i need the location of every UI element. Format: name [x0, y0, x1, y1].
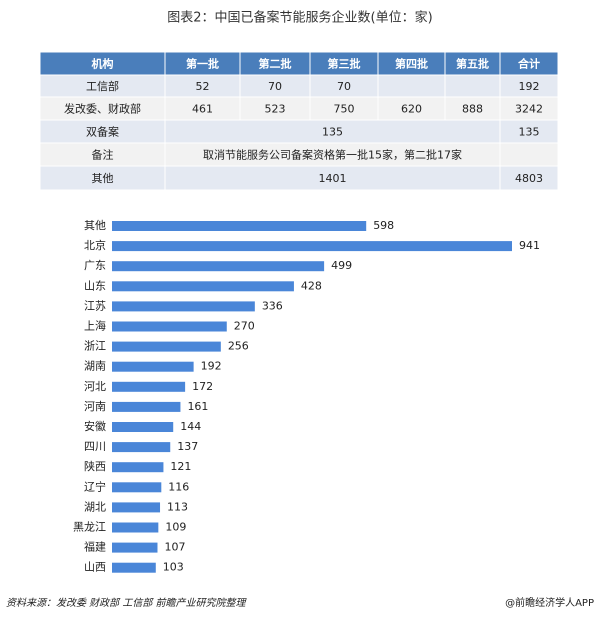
- cell-text: 888: [462, 103, 483, 116]
- cell-text: 192: [519, 80, 540, 93]
- cell-text: 523: [265, 103, 286, 116]
- bar: [112, 522, 159, 533]
- bar: [112, 281, 294, 292]
- bar: [112, 542, 158, 553]
- value-label: 137: [177, 440, 198, 453]
- value-label: 107: [164, 541, 185, 554]
- value-label: 941: [519, 239, 540, 252]
- cell-text: 620: [401, 103, 422, 116]
- cell-text: 750: [334, 103, 355, 116]
- cell-text: 第一批: [186, 57, 219, 71]
- category-label: 四川: [84, 440, 106, 453]
- cell-text: 70: [268, 80, 282, 93]
- value-label: 109: [165, 521, 186, 534]
- value-label: 113: [167, 500, 188, 513]
- bar: [112, 422, 174, 432]
- value-label: 598: [373, 219, 394, 232]
- cell-text: 52: [196, 80, 210, 93]
- value-label: 121: [170, 460, 191, 473]
- category-label: 湖北: [84, 500, 106, 513]
- bar: [112, 502, 161, 513]
- bar: [112, 442, 171, 453]
- value-label: 172: [192, 380, 213, 393]
- cell-text: 双备案: [86, 125, 119, 139]
- category-label: 山东: [84, 279, 106, 292]
- table-cell: [164, 165, 501, 191]
- bar: [112, 401, 181, 412]
- cell-text: 461: [192, 103, 213, 116]
- cell-text: 第二批: [259, 57, 292, 71]
- cell-text: 135: [519, 126, 540, 139]
- category-label: 河南: [84, 400, 106, 413]
- table-cell: [377, 74, 446, 98]
- cell-text: 机构: [92, 57, 114, 71]
- value-label: 116: [168, 480, 189, 493]
- category-label: 浙江: [84, 340, 106, 353]
- cell-text: 第三批: [328, 57, 361, 71]
- category-label: 陕西: [84, 459, 106, 473]
- cell-text: 3242: [515, 103, 543, 116]
- cell-text: 4803: [515, 172, 543, 185]
- bar: [112, 221, 367, 231]
- value-label: 103: [163, 561, 184, 574]
- bar: [112, 562, 156, 573]
- cell-text: 其他: [92, 172, 114, 185]
- category-label: 江苏: [84, 299, 106, 312]
- cell-text: 70: [337, 80, 351, 93]
- value-label: 499: [331, 259, 352, 272]
- bar: [112, 462, 164, 473]
- page-title: 图表2：中国已备案节能服务企业数(单位：家): [167, 10, 432, 26]
- source: 资料来源：发改委 财政部 工信部 前瞻产业研究院整理: [6, 597, 248, 609]
- value-label: 336: [262, 299, 283, 312]
- bar: [112, 321, 227, 332]
- bar: [112, 261, 325, 272]
- value-label: 270: [234, 320, 255, 333]
- value-label: 144: [180, 420, 201, 433]
- chart: 其他 598 北京 941 广东 499 山东 428 江苏 336 上海 270 浙江 256 湖南 192…: [73, 219, 540, 574]
- cell-text: 备注: [92, 148, 114, 162]
- category-label: 北京: [84, 238, 106, 252]
- cell-text: 合计: [518, 57, 540, 71]
- bar: [112, 361, 194, 372]
- category-label: 黑龙江: [73, 521, 106, 534]
- category-label: 山西: [84, 561, 106, 574]
- category-label: 河北: [84, 380, 106, 393]
- table-cell: [39, 165, 166, 191]
- category-label: 福建: [84, 540, 106, 554]
- table-cell: [499, 142, 559, 167]
- table-cell: [444, 74, 501, 98]
- table-cell: [499, 165, 559, 191]
- bar: [112, 241, 512, 252]
- category-label: 其他: [84, 219, 106, 232]
- value-label: 428: [301, 279, 322, 292]
- value-label: 161: [187, 400, 208, 413]
- value-label: 256: [228, 340, 249, 353]
- bar: [112, 301, 255, 312]
- cell-text: 135: [322, 126, 343, 139]
- cell-text: 1401: [319, 172, 347, 185]
- value-label: 192: [201, 360, 222, 373]
- cell-text: 第四批: [395, 57, 428, 71]
- category-label: 上海: [84, 319, 106, 333]
- bar: [112, 482, 162, 493]
- bar: [112, 381, 186, 392]
- cell-text: 工信部: [86, 79, 119, 93]
- cell-text: 第五批: [456, 57, 489, 71]
- category-label: 广东: [84, 259, 106, 272]
- cell-text: 取消节能服务公司备案资格第一批15家，第二批17家: [203, 148, 462, 162]
- category-label: 湖南: [84, 360, 106, 373]
- credit: @前瞻经济学人APP: [505, 596, 594, 609]
- category-label: 辽宁: [84, 479, 106, 493]
- cell-text: 发改委、财政部: [64, 102, 141, 116]
- bar: [112, 341, 221, 352]
- category-label: 安徽: [84, 419, 106, 433]
